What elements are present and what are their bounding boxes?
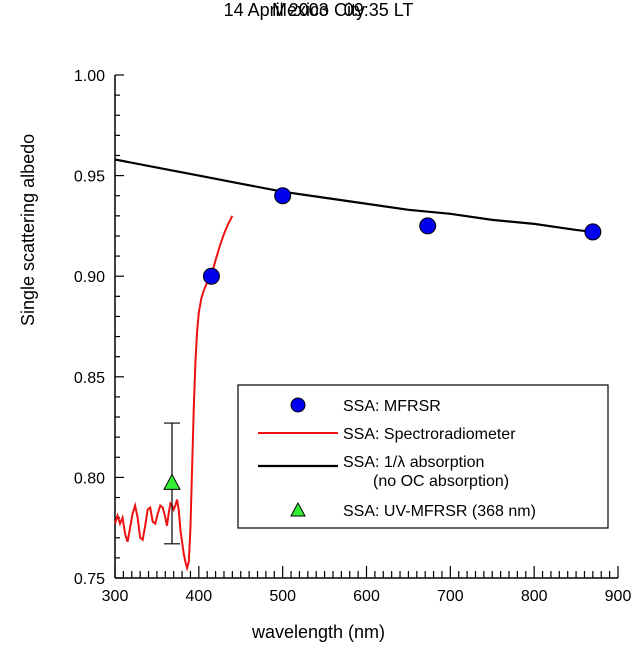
legend-1-over-lambda-label: SSA: 1/λ absorption [343,454,484,471]
y-tick-label: 0.80 [74,470,105,487]
legend-uv-mfrsr-label: SSA: UV-MFRSR (368 nm) [343,503,536,520]
chart-title-line-1: Mexico City [271,0,365,20]
x-tick-label: 700 [437,588,464,605]
series-1-over-lambda-line [114,158,593,234]
x-tick-label: 600 [353,588,380,605]
chart-title-line-2: 14 April 2003 09:35 LT [223,0,414,20]
legend-1-over-lambda-label-line2: (no OC absorption) [373,473,509,490]
series-spectroradiometer-line [114,215,234,572]
x-tick-label: 500 [269,588,296,605]
x-tick-label: 900 [605,588,632,605]
y-tick-label: 0.75 [74,571,105,588]
y-tick-label: 0.95 [74,169,105,186]
plot-area [114,158,602,572]
mfrsr-point [584,223,602,241]
x-tick-label: 300 [102,588,129,605]
x-tick-label: 800 [521,588,548,605]
uv-mfrsr-point [163,473,181,490]
legend-mfrsr-label: SSA: MFRSR [343,398,441,415]
mfrsr-point [419,217,437,235]
y-tick-label: 1.00 [74,68,105,85]
mfrsr-point [274,187,292,205]
y-tick-label: 0.85 [74,370,105,387]
legend-mfrsr-marker [290,397,306,413]
legend-uv-mfrsr-marker [290,501,306,517]
axes: 0.75 0.80 0.85 0.90 0.95 1.00 300 400 500 600 700 8… [74,68,632,605]
x-tick-label: 400 [185,588,212,605]
legend: SSA: MFRSR SSA: Spectroradiometer SSA: 1/λ… [237,384,609,529]
x-axis-label: wavelength (nm) [251,622,386,642]
y-tick-label: 0.90 [74,269,105,286]
mfrsr-point [202,267,220,285]
legend-spectroradiometer-label: SSA: Spectroradiometer [343,426,516,443]
